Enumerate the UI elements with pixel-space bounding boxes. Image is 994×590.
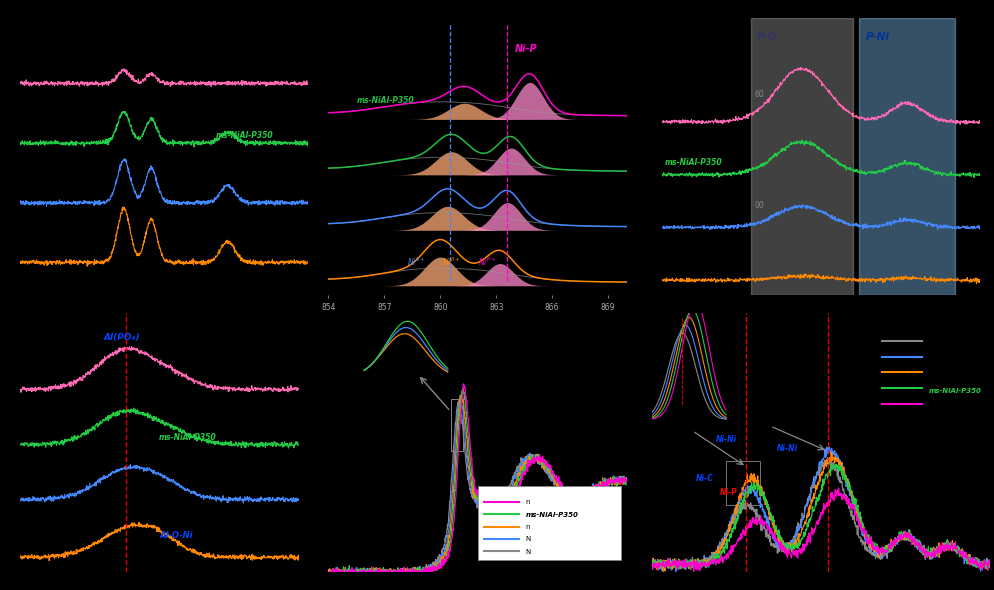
Text: 00: 00	[753, 201, 763, 210]
Text: 60: 60	[753, 90, 763, 99]
Text: Ni-C: Ni-C	[695, 474, 713, 483]
Text: N: N	[525, 536, 530, 542]
Text: Ni-P: Ni-P	[515, 44, 537, 54]
Text: ms-NiAl-P350: ms-NiAl-P350	[525, 512, 578, 517]
Text: ms-NiAl-P350: ms-NiAl-P350	[664, 158, 722, 166]
Text: $Ni^{0+}$: $Ni^{0+}$	[407, 256, 425, 268]
Text: ms-NiAl-P350: ms-NiAl-P350	[159, 432, 217, 442]
Text: n: n	[525, 524, 530, 530]
Text: Ni-Ni: Ni-Ni	[716, 435, 737, 444]
Text: n: n	[525, 499, 530, 505]
Text: Ni-Ni: Ni-Ni	[776, 444, 797, 453]
Text: P-Ni: P-Ni	[865, 32, 889, 42]
Text: $Ni^{\delta+}$: $Ni^{\delta+}$	[441, 256, 460, 268]
Text: Al(PO₄): Al(PO₄)	[103, 333, 140, 342]
Text: ms-NiAl-P350: ms-NiAl-P350	[216, 131, 273, 140]
Text: ms-NiAl-P350: ms-NiAl-P350	[356, 96, 414, 105]
Bar	[450, 399, 462, 451]
Bar	[477, 486, 620, 560]
Text: Ni-P: Ni-P	[719, 488, 737, 497]
Text: $Ni^{P+}$: $Ni^{P+}$	[477, 256, 496, 268]
Text: P-O: P-O	[756, 32, 777, 42]
Bar	[750, 18, 852, 295]
Bar	[726, 461, 759, 504]
Text: N: N	[525, 549, 530, 555]
Text: ms-NiAl-P350: ms-NiAl-P350	[928, 388, 981, 394]
Text: Al-O-Ni: Al-O-Ni	[159, 531, 193, 540]
Bar	[858, 18, 953, 295]
